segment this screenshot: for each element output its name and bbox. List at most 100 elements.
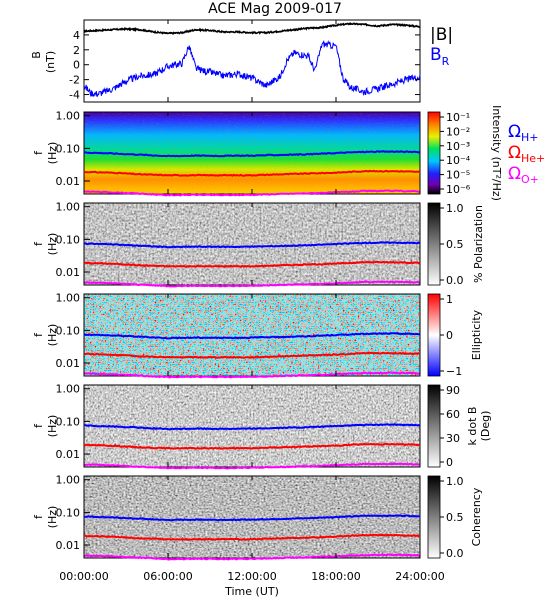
field-y-tick-label: -4: [69, 89, 80, 102]
kdotb-colorbar-ticks: 90 60 30 0: [440, 384, 460, 469]
field-y-tick-label: 2: [73, 44, 80, 57]
colorbar-tick-label: 10⁻²: [446, 125, 470, 138]
gyro-legend-symbol: Ω: [508, 143, 521, 163]
coherency-colorbar: [427, 475, 441, 559]
colorbar-tick-label: 0.0: [446, 547, 464, 560]
colorbar-tick-label: 0.5: [446, 511, 464, 524]
gyro-line-heplus: [83, 260, 421, 268]
colorbar-tick-label: 10⁻⁶: [446, 183, 471, 196]
freq-ylabel-line1: f: [32, 241, 45, 246]
panel-polarization: 1.0 0.5 0.0 % Polarization: [83, 202, 485, 287]
panel-magnetic-field: 420-2-4 B (nT) |B| BR: [30, 19, 453, 103]
coherency-spectrogram: [84, 476, 420, 558]
x-tick-label: 00:00:00: [59, 570, 108, 583]
colorbar-tick-label: 10⁻³: [446, 140, 470, 153]
freq-tick-label: 1.00: [56, 292, 81, 305]
field-y-tick-label: 4: [73, 29, 80, 42]
intensity-colorbar: [427, 111, 441, 195]
coherency-colorbar-label: Coherency: [470, 487, 483, 546]
gyro-legend: ΩH+ΩHe+ΩO+: [508, 122, 545, 186]
gyrofrequency-lines: [83, 150, 421, 561]
polarization-colorbar-label: % Polarization: [472, 205, 485, 283]
colorbar-tick-label: 60: [446, 408, 460, 421]
ellipticity-colorbar-ticks: 1 0 −1: [440, 293, 462, 378]
freq-ylabel-line2: (Hz): [46, 324, 59, 347]
field-lines: [83, 22, 421, 98]
freq-tick-label: 1.00: [56, 474, 81, 487]
kdotb-colorbar-label-line1: k dot B: [466, 407, 479, 446]
freq-ylabel-line1: f: [32, 514, 45, 519]
freq-ylabel-line1: f: [32, 423, 45, 428]
legend-br: BR: [430, 45, 450, 68]
freq-tick-label: 0.10: [56, 142, 81, 155]
gyro-line-oplus: [83, 462, 420, 470]
colorbar-tick-label: 0: [446, 456, 453, 469]
intensity-texture: [84, 112, 420, 194]
freq-tick-label: 1.00: [56, 201, 81, 214]
colorbar-tick-label: 90: [446, 384, 460, 397]
polarization-colorbar: [427, 202, 441, 286]
freq-tick-label: 1.00: [56, 110, 81, 123]
colorbar-tick-label: −1: [446, 365, 462, 378]
field-ylabel-line2: (nT): [44, 51, 57, 73]
gyro-line-hplus: [83, 514, 421, 522]
panel-intensity: 10⁻¹10⁻² 10⁻³10⁻⁴ 10⁻⁵10⁻⁶ Intensity (nT²/…: [83, 105, 545, 201]
gyro-line-hplus: [83, 423, 421, 431]
colorbar-tick-label: 10⁻⁵: [446, 169, 470, 182]
gyro-line-hplus: [83, 150, 421, 158]
gyro-line-heplus: [84, 533, 421, 541]
field-y-ticks: 4 2 0 -2 -4: [69, 29, 420, 102]
gyro-legend-symbol: Ω: [508, 122, 521, 142]
x-axis-label: Time (UT): [224, 585, 279, 598]
freq-tick-label: 1.00: [56, 383, 81, 396]
colorbar-tick-label: 0.0: [446, 274, 464, 287]
polarization-colorbar-ticks: 1.0 0.5 0.0: [440, 202, 464, 287]
frequency-axes: 1.000.100.01f (Hz)1.000.100.01f (Hz)1.000.…: [32, 110, 90, 552]
freq-tick-label: 0.10: [56, 415, 81, 428]
freq-tick-label: 0.01: [56, 448, 81, 461]
kdotb-colorbar-label-line2: (Deg): [479, 411, 492, 442]
gyro-legend-symbol: Ω: [508, 164, 521, 184]
freq-ylabel-line2: (Hz): [46, 506, 59, 529]
figure-title: ACE Mag 2009-017: [208, 1, 342, 17]
colorbar-tick-label: 10⁻¹: [446, 111, 470, 124]
colorbar-tick-label: 1.0: [446, 475, 464, 488]
freq-tick-label: 0.01: [56, 357, 81, 370]
ellipticity-colorbar: [427, 293, 441, 377]
ellipticity-colorbar-label: Ellipticity: [470, 309, 483, 360]
field-y-tick-label: -2: [69, 74, 80, 87]
freq-ylabel-line1: f: [32, 332, 45, 337]
colorbar-tick-label: 0.5: [446, 238, 464, 251]
colorbar-tick-label: 0: [446, 329, 453, 342]
panel-ellipticity: 1 0 −1 Ellipticity: [83, 293, 483, 378]
x-tick-label: 12:00:00: [227, 570, 276, 583]
legend-br-main: B: [430, 45, 442, 65]
freq-tick-label: 0.01: [56, 175, 81, 188]
x-tick-label: 18:00:00: [311, 570, 360, 583]
series-line-babs: [83, 22, 421, 36]
x-tick-label: 24:00:00: [395, 570, 444, 583]
intensity-colorbar-ticks: 10⁻¹10⁻² 10⁻³10⁻⁴ 10⁻⁵10⁻⁶: [440, 111, 471, 196]
legend-babs: |B|: [430, 25, 453, 45]
freq-ylabel-line2: (Hz): [46, 233, 59, 256]
freq-ylabel-line2: (Hz): [46, 142, 59, 165]
gyro-line-oplus: [83, 371, 421, 379]
freq-tick-label: 0.10: [56, 233, 81, 246]
gyro-legend-item: ΩO+: [508, 164, 539, 186]
polarization-spectrogram: [84, 203, 420, 285]
intensity-colorbar-label: Intensity (nT²/Hz): [490, 105, 503, 201]
gyro-line-oplus: [84, 189, 421, 197]
gyro-line-heplus: [83, 169, 421, 177]
legend-br-sub: R: [442, 55, 450, 68]
coherency-colorbar-ticks: 1.0 0.5 0.0: [440, 475, 464, 560]
colorbar-tick-label: 10⁻⁴: [446, 154, 471, 167]
time-axis: 00:00:00 06:00:00 12:00:00 18:00:00 24:00:00: [59, 20, 445, 583]
freq-tick-label: 0.01: [56, 539, 81, 552]
gyro-line-hplus: [83, 332, 421, 340]
freq-ylabel-line1: f: [32, 150, 45, 155]
field-ylabel-line1: B: [30, 51, 43, 59]
freq-ylabel-line2: (Hz): [46, 415, 59, 438]
freq-tick-label: 0.10: [56, 506, 81, 519]
gyro-line-hplus: [83, 241, 421, 249]
